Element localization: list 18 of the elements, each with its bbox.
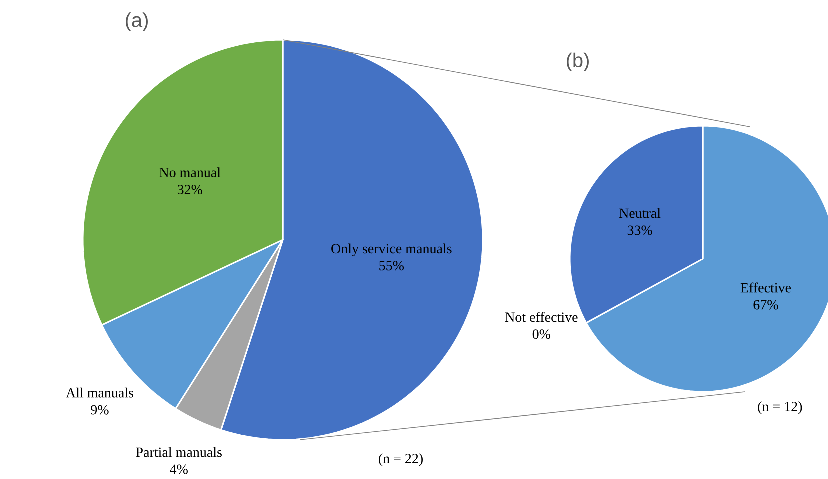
slice-label: Partial manuals [136,447,222,458]
slice-label: Only service manuals [332,244,452,256]
data-label: 4% [170,464,188,474]
slice-label: Effective [740,282,792,293]
text: 0% [532,330,551,340]
slice-label: All manuals [66,388,134,398]
data-label: 55% [380,261,404,271]
text: (n = 12) [758,402,802,414]
data-label: 32% [178,185,202,195]
data-label: 9% [91,405,109,415]
data-label: 33% [628,226,652,236]
text: (n = 22) [379,454,423,466]
category-label: Not effective [505,312,578,322]
slice-label: No manual [160,168,221,178]
chart-title: (b) [567,52,589,72]
chart-title: (a) [126,12,148,32]
slice-label: Neutral [619,208,661,218]
data-label: 67% [754,300,778,310]
